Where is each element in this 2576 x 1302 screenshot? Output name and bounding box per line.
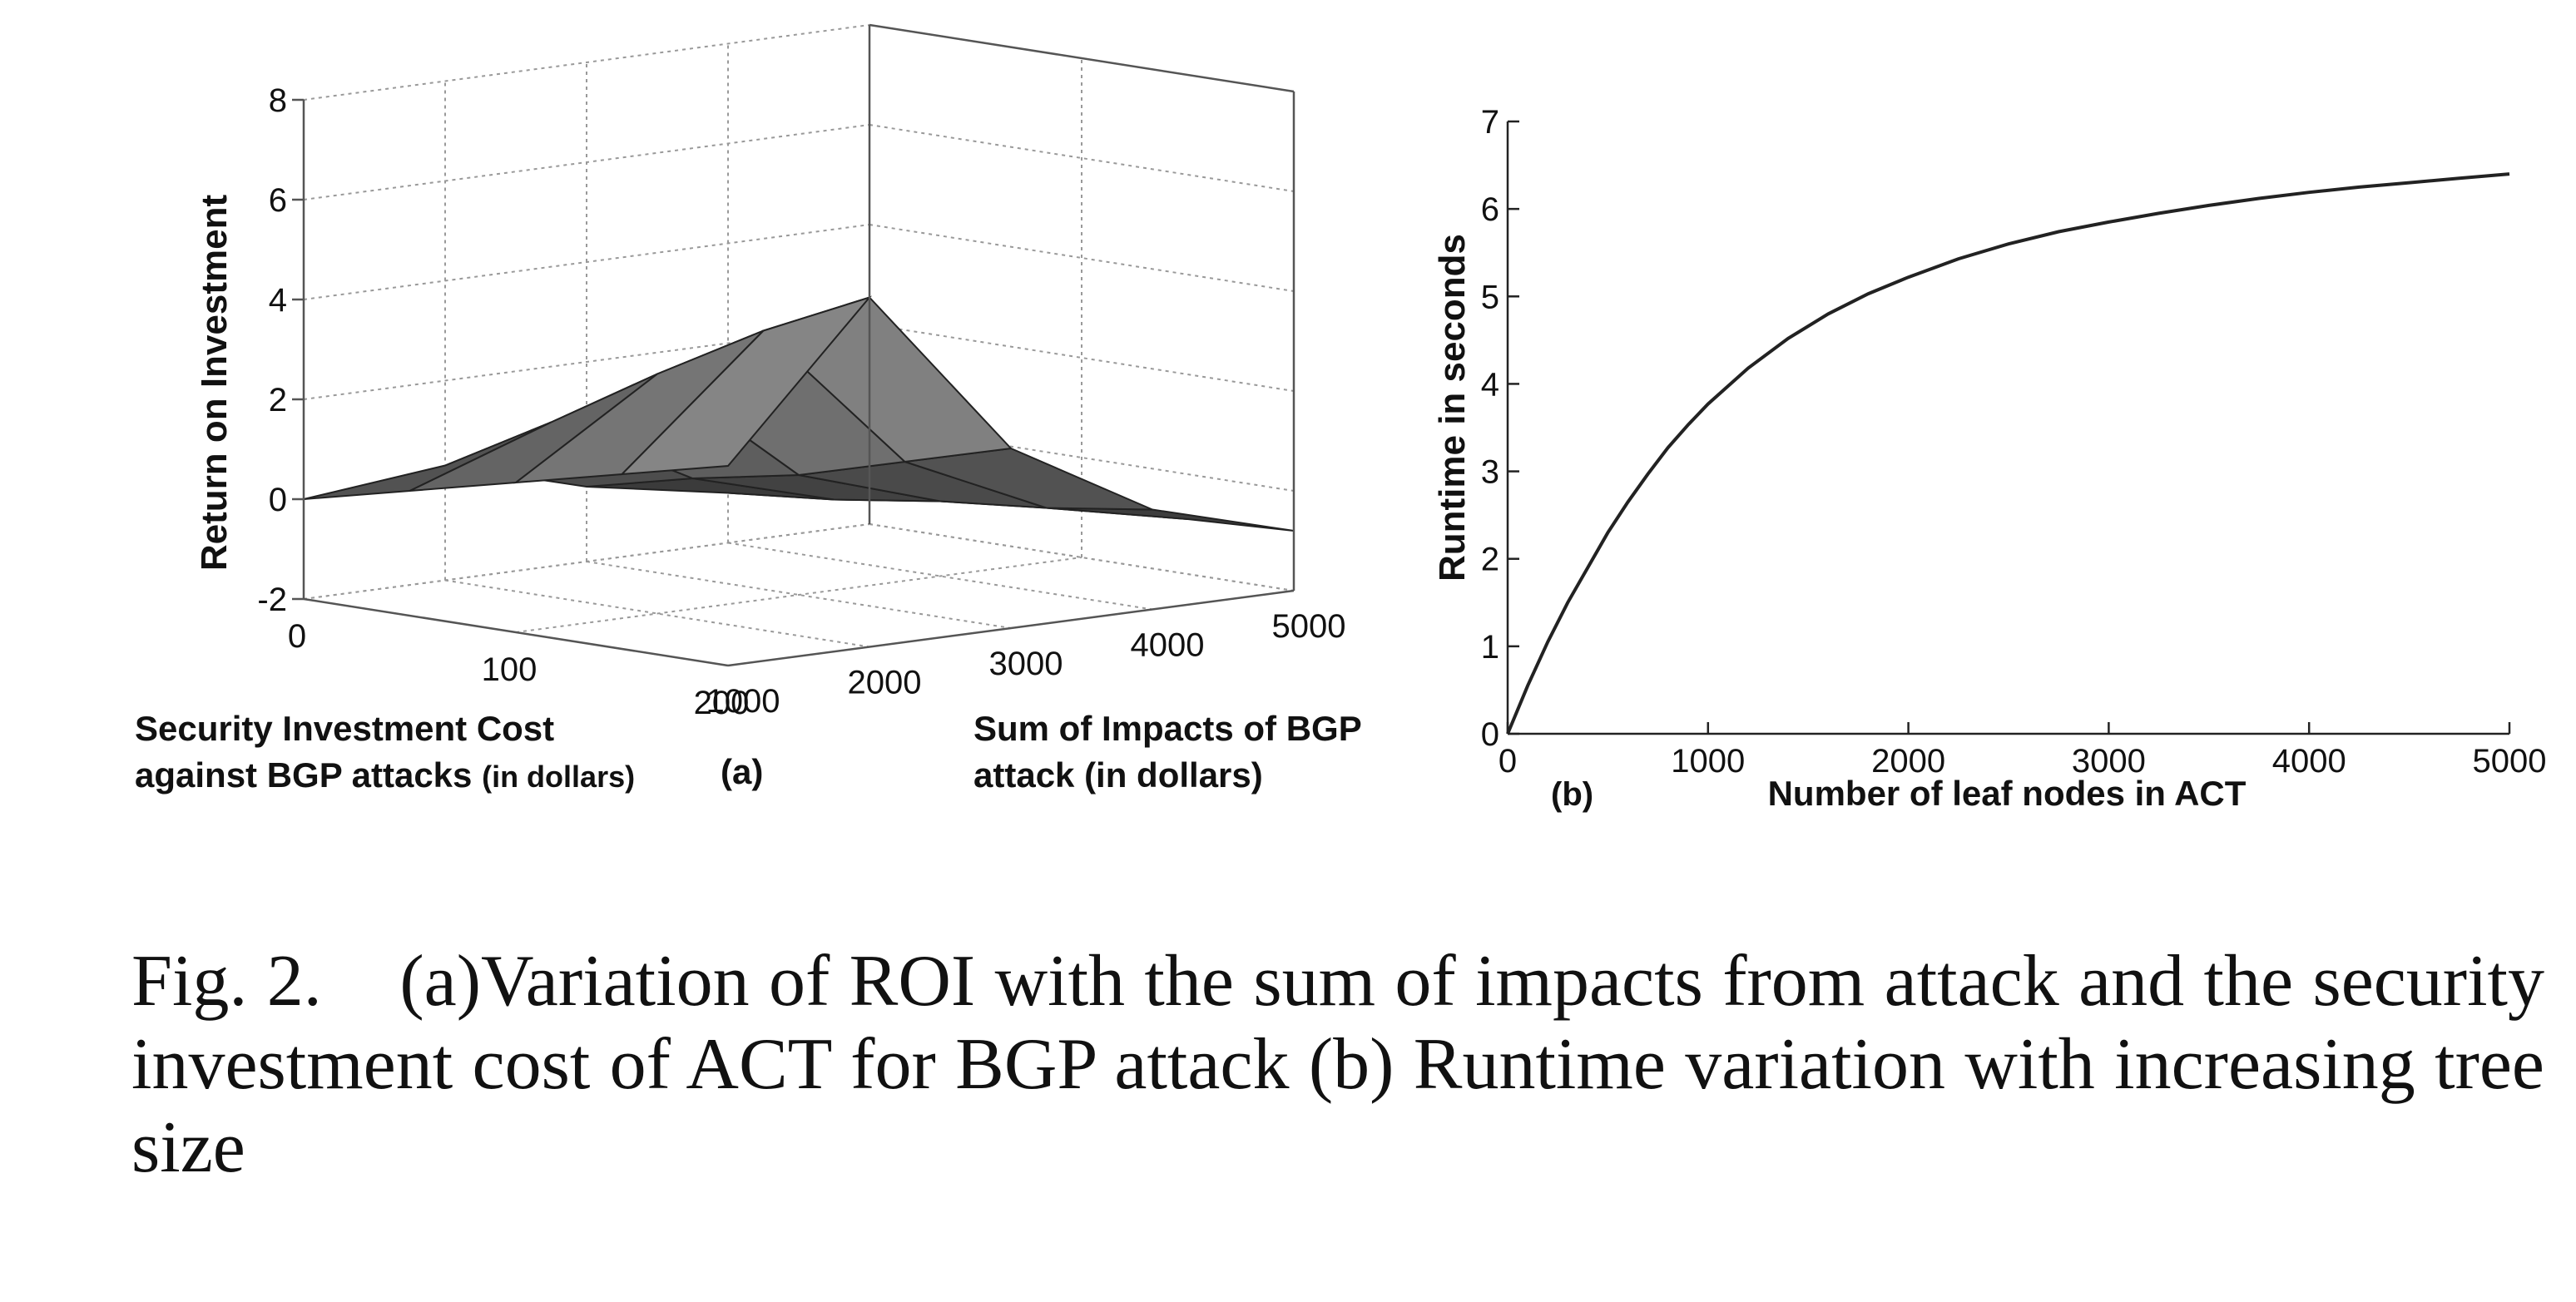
line-y-tick-label: 0 — [1481, 716, 1499, 753]
line-plot-axes — [1506, 120, 2511, 735]
y-tick-label: 5000 — [1272, 608, 1346, 645]
caption-label: Fig. 2. — [131, 941, 322, 1022]
y-axis-label-line-2: attack (in dollars) — [973, 755, 1263, 795]
x-tick-label: 100 — [482, 651, 537, 688]
line-x-tick-label: 5000 — [2473, 743, 2547, 780]
surface-patch — [1046, 507, 1295, 532]
axis-box-edge — [303, 597, 729, 667]
line-y-tick-label: 3 — [1481, 454, 1499, 491]
line-x-tick-label: 3000 — [2072, 743, 2146, 780]
x-tick-label: 0 — [288, 618, 306, 655]
panel-a-label: (a) — [721, 752, 763, 791]
y-tick-label: 2000 — [848, 665, 922, 701]
line-x-tick-label: 1000 — [1671, 743, 1745, 780]
y-tick-label: 3000 — [989, 646, 1063, 682]
line-x-tick-label: 2000 — [1871, 743, 1945, 780]
surface-mesh — [303, 295, 1295, 532]
panel-b-label: (b) — [1551, 776, 1593, 813]
floor-gridline — [515, 557, 1082, 633]
x-tick-label: 200 — [694, 685, 750, 721]
y-tick-label: 1000 — [706, 683, 780, 720]
line-plot-tick-labels: 0 1 2 3 4 5 6 7 0 1000 2000 3000 4000 5000 — [1481, 104, 2547, 780]
z-tick-label: 6 — [269, 182, 287, 219]
back-wall-gridline — [303, 124, 870, 200]
x-axis-label-line-2: against BGP attacks (in dollars) — [135, 755, 635, 795]
line-x-tick-label: 0 — [1499, 743, 1517, 780]
x-axis-label-line-1: Security Investment Cost — [135, 709, 554, 748]
z-axis-label: Return on Investment — [194, 195, 235, 572]
back-wall-gridline — [303, 24, 870, 101]
floor-gridline — [303, 523, 870, 600]
y-tick-label: 4000 — [1131, 627, 1205, 664]
x-axis-label-unit: (in dollars) — [482, 760, 635, 794]
line-x-tick-label: 4000 — [2272, 743, 2346, 780]
line-y-tick-label: 5 — [1481, 279, 1499, 315]
z-tick-label: 8 — [269, 82, 287, 119]
y-axis-label-line-1: Sum of Impacts of BGP — [973, 709, 1362, 748]
line-y-axis-label: Runtime in seconds — [1432, 234, 1473, 582]
line-plot-panel: 0 1 2 3 4 5 6 7 0 1000 2000 3000 4000 5000 Runtime in… — [1432, 104, 2546, 813]
z-tick-label: -2 — [257, 582, 287, 618]
figure-caption: Fig. 2. (a)Variation of ROI with the sum… — [131, 940, 2544, 1190]
runtime-series-line — [1506, 172, 2510, 735]
z-tick-label: 0 — [269, 482, 287, 518]
back-wall-gridline — [303, 324, 870, 400]
line-y-tick-label: 4 — [1481, 366, 1499, 403]
caption-text: (a)Variation of ROI with the sum of impa… — [131, 941, 2564, 1188]
line-y-tick-label: 2 — [1481, 542, 1499, 578]
line-y-tick-label: 6 — [1481, 191, 1499, 228]
axis-box-edge — [727, 589, 1295, 667]
line-x-axis-label: Number of leaf nodes in ACT — [1768, 774, 2247, 813]
z-tick-label: 2 — [269, 382, 287, 418]
line-y-tick-label: 7 — [1481, 104, 1499, 141]
line-y-tick-label: 1 — [1481, 629, 1499, 666]
x-axis-label-line-2-main: against BGP attacks — [135, 755, 472, 795]
z-tick-label: 4 — [269, 282, 287, 319]
back-wall-gridline — [303, 224, 870, 300]
surface-axes — [292, 23, 1295, 667]
axis-box-edge — [869, 23, 1295, 93]
